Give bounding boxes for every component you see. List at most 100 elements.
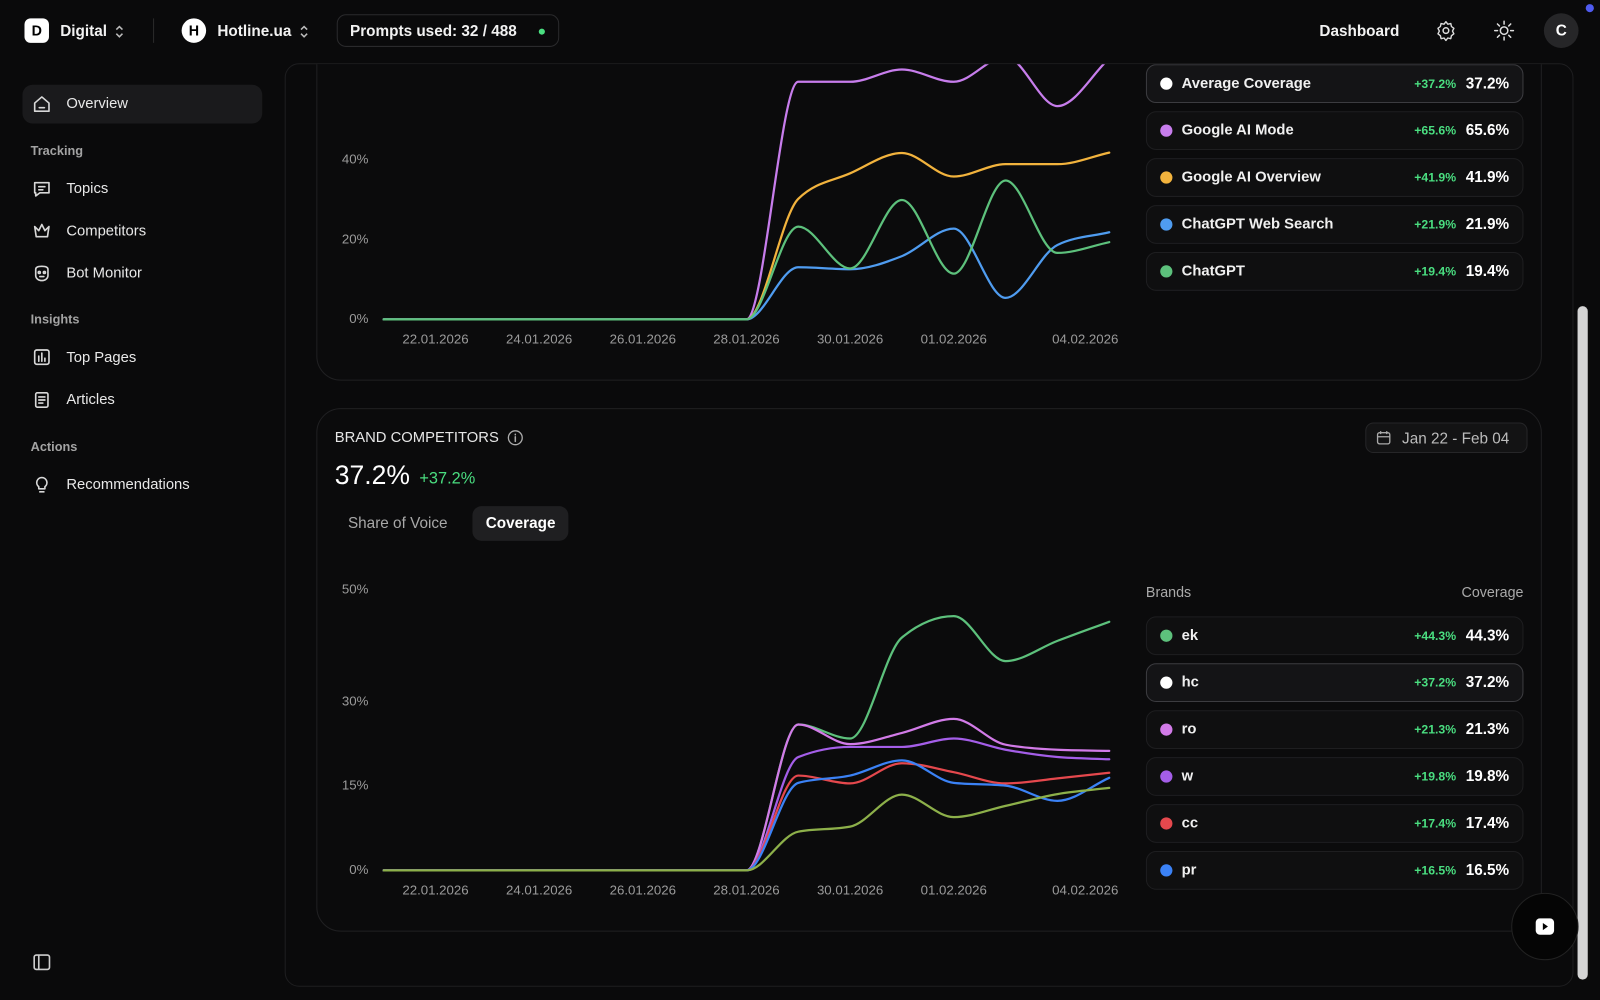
legend-change: +16.5% xyxy=(1414,863,1457,878)
legend-value: 41.9% xyxy=(1465,168,1510,187)
launcher-icon xyxy=(1535,918,1555,935)
x-tick-label: 24.01.2026 xyxy=(506,331,572,346)
nav-item[interactable]: Topics xyxy=(66,180,109,197)
settings-icon[interactable] xyxy=(1435,19,1457,42)
collapse-sidebar[interactable] xyxy=(32,952,52,972)
legend-header: Brands xyxy=(1145,583,1192,600)
x-tick-label: 01.02.2026 xyxy=(921,882,987,897)
series-line xyxy=(382,151,1111,321)
plot-layer: 0% 20% 40% 22.01.2026 24.01.2026 26.01.2026 28… xyxy=(342,64,1118,897)
legend-swatch xyxy=(1160,265,1173,278)
y-tick-label: 20% xyxy=(342,231,369,246)
legend-swatch xyxy=(1160,629,1173,642)
headline-value: 37.2% xyxy=(334,459,410,491)
legend-change: +65.6% xyxy=(1414,123,1457,138)
legend-value: 16.5% xyxy=(1465,861,1510,880)
y-tick-label: 40% xyxy=(342,152,369,167)
theme-icon[interactable] xyxy=(1493,19,1515,41)
status-dot xyxy=(538,28,545,35)
date-picker[interactable]: Jan 22 - Feb 04 xyxy=(1365,422,1528,454)
legend-item[interactable]: ek +44.3% 44.3% xyxy=(1145,616,1524,656)
nav-item[interactable]: Recommendations xyxy=(66,476,190,493)
legend-value: 17.4% xyxy=(1465,814,1510,833)
legend-item[interactable]: ro +21.3% 21.3% xyxy=(1145,710,1524,749)
legend-header: Coverage xyxy=(1461,583,1524,600)
legend-value: 19.8% xyxy=(1465,767,1510,786)
legend-item[interactable]: pr +16.5% 16.5% xyxy=(1145,851,1524,890)
legend-item[interactable]: Average Coverage +37.2% 37.2% xyxy=(1145,64,1524,104)
x-tick-label: 22.01.2026 xyxy=(402,882,468,897)
legend-change: +44.3% xyxy=(1414,628,1457,643)
legend-name: Google AI Overview xyxy=(1181,169,1321,186)
legend-name: cc xyxy=(1181,815,1199,832)
legend-value: 65.6% xyxy=(1465,121,1510,140)
legend-name: hc xyxy=(1181,674,1199,691)
legend-swatch xyxy=(1160,817,1173,830)
date-range: Jan 22 - Feb 04 xyxy=(1402,430,1510,448)
project-name[interactable]: Hotline.ua xyxy=(217,22,292,41)
legend-name: Google AI Mode xyxy=(1181,122,1294,139)
nav-item[interactable]: Competitors xyxy=(66,223,147,240)
legend-item[interactable]: Google AI Mode +65.6% 65.6% xyxy=(1145,111,1524,150)
tab-active-bg xyxy=(472,506,569,541)
legend-item[interactable]: Google AI Overview +41.9% 41.9% xyxy=(1145,158,1524,197)
legend-item[interactable]: cc +17.4% 17.4% xyxy=(1145,804,1524,843)
chevron xyxy=(300,25,308,38)
workspace-badge[interactable]: D xyxy=(24,18,49,43)
x-tick-label: 30.01.2026 xyxy=(817,882,883,897)
legend-swatch xyxy=(1160,171,1173,184)
x-tick-label: 01.02.2026 xyxy=(921,331,987,346)
user-avatar[interactable]: C xyxy=(1543,13,1579,48)
nav-active-bg[interactable] xyxy=(22,84,263,124)
tab[interactable]: Share of Voice xyxy=(347,514,448,533)
x-tick-label: 04.02.2026 xyxy=(1052,331,1118,346)
x-tick-label: 28.01.2026 xyxy=(713,331,779,346)
nav-item[interactable]: Articles xyxy=(66,391,115,409)
series-line xyxy=(382,227,1111,321)
workspace-name[interactable]: Digital xyxy=(60,22,107,41)
legend-item[interactable]: hc +37.2% 37.2% xyxy=(1145,663,1524,703)
info-icon[interactable] xyxy=(507,430,523,446)
nav-item[interactable]: Top Pages xyxy=(66,349,137,367)
nav-item[interactable]: Overview xyxy=(66,95,128,113)
home-icon xyxy=(33,96,50,113)
legend-value: 19.4% xyxy=(1465,262,1510,281)
legend-item[interactable]: ChatGPT Web Search +21.9% 21.9% xyxy=(1145,205,1524,244)
nav-item[interactable]: Bot Monitor xyxy=(66,265,142,282)
x-tick-label: 04.02.2026 xyxy=(1052,882,1118,897)
legend-swatch xyxy=(1160,77,1173,90)
x-tick-label: 30.01.2026 xyxy=(817,331,883,346)
series-line xyxy=(382,717,1111,872)
floating-button[interactable] xyxy=(1511,892,1579,961)
nav-dashboard[interactable]: Dashboard xyxy=(1319,22,1400,41)
scrollbar-thumb[interactable] xyxy=(1577,306,1588,980)
legend-swatch xyxy=(1160,770,1173,783)
legend-item[interactable]: w +19.8% 19.8% xyxy=(1145,757,1524,796)
legend-name: ChatGPT xyxy=(1181,263,1245,280)
x-tick-label: 26.01.2026 xyxy=(610,882,676,897)
series-line xyxy=(382,786,1111,872)
legend-change: +37.2% xyxy=(1414,76,1457,91)
indicator xyxy=(1585,4,1594,13)
headline-change: +37.2% xyxy=(419,470,476,488)
calendar-icon xyxy=(1376,431,1391,445)
top-pages-icon xyxy=(33,349,50,366)
x-tick-label: 24.01.2026 xyxy=(506,882,572,897)
prompts-usage: Prompts used: 32 / 488 xyxy=(349,22,517,41)
legend-item[interactable]: ChatGPT +19.4% 19.4% xyxy=(1145,252,1524,291)
x-tick-label: 22.01.2026 xyxy=(402,331,468,346)
legend-change: +41.9% xyxy=(1414,170,1457,185)
nav-section: Tracking xyxy=(30,143,84,159)
competitors-icon xyxy=(33,223,50,238)
legend-change: +37.2% xyxy=(1414,675,1457,690)
series-line xyxy=(382,64,1105,321)
nav-section: Actions xyxy=(30,439,78,455)
main-panel: BRAND COMPETITORS 37.2% +37.2% Share of … xyxy=(284,63,1574,987)
project-badge[interactable]: H xyxy=(181,18,207,43)
tab[interactable]: Coverage xyxy=(485,514,556,533)
series-line xyxy=(382,762,1111,872)
y-tick-label: 50% xyxy=(342,581,369,596)
legend-swatch xyxy=(1160,124,1173,137)
